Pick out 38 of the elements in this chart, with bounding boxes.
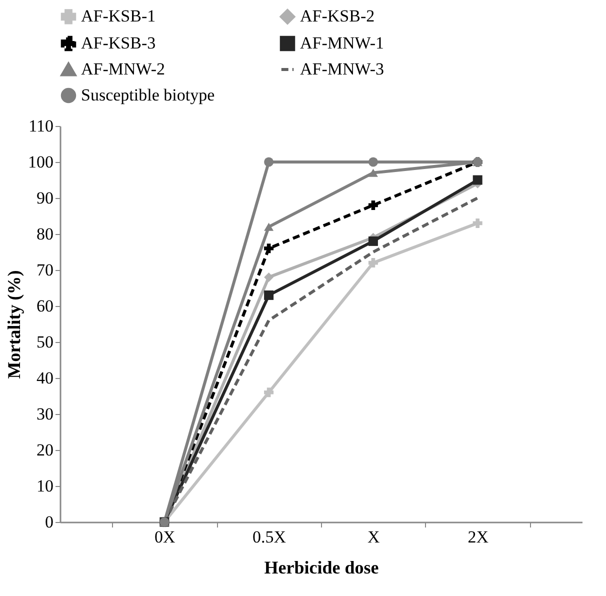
y-tick-label: 50 [36,332,54,352]
y-tick-label: 30 [36,404,54,424]
y-tick-label: 20 [36,440,54,460]
y-tick-label: 10 [36,476,54,496]
y-tick-label: 90 [36,188,54,208]
point [368,200,378,210]
y-tick-label: 0 [45,512,54,532]
point [368,258,378,268]
point [264,290,274,300]
point [264,272,274,282]
point [368,168,378,177]
point [472,218,482,228]
point [264,244,274,254]
point [472,175,482,185]
legend-label: AF-KSB-1 [81,6,156,26]
y-tick-label: 40 [36,368,54,388]
legend-label: AF-MNW-1 [300,34,384,52]
y-tick-label: 60 [36,296,54,316]
y-tick-label: 80 [36,224,54,244]
legend-label: AF-MNW-2 [81,60,166,78]
y-tick-label: 100 [28,152,54,172]
point [264,222,274,231]
y-tick-label: 110 [28,116,54,136]
x-tick-label: 0.5X [252,528,286,546]
x-tick-label: 0X [154,528,176,546]
y-axis-title: Mortality (%) [4,270,24,379]
legend-label: AF-MNW-3 [300,60,384,78]
point [368,157,378,167]
legend-label: AF-KSB-2 [300,6,375,26]
legend-label: AF-KSB-3 [81,34,156,52]
point [368,236,378,246]
y-tick-label: 70 [36,260,54,280]
x-tick-label: 2X [468,528,488,546]
legend-label: Susceptible biotype [81,86,215,104]
point [264,388,274,398]
point [264,157,274,167]
x-tick-label: X [368,528,380,546]
x-axis-title: Herbicide dose [264,558,379,578]
